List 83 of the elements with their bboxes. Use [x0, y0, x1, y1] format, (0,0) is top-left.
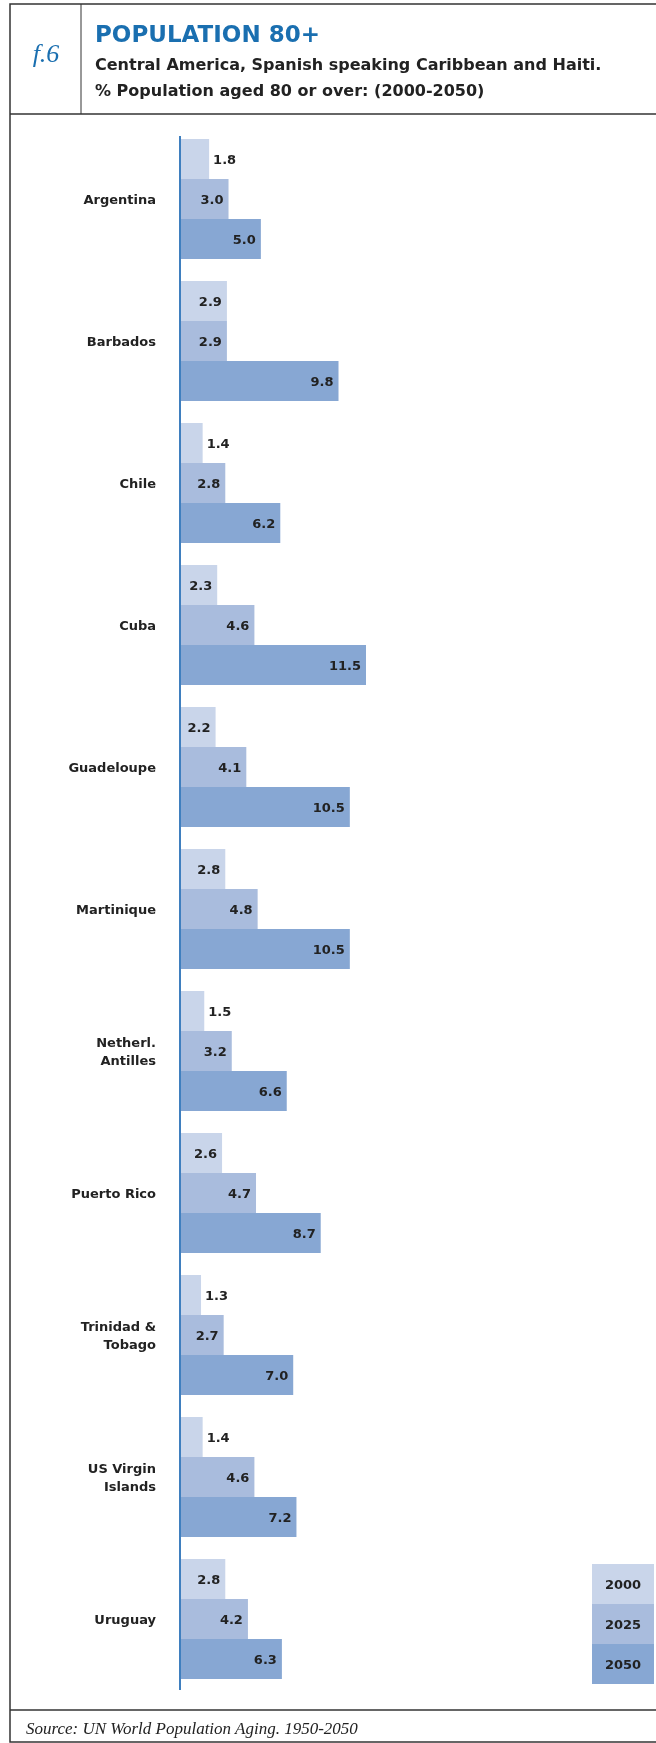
bar	[180, 707, 216, 747]
bar	[180, 1031, 232, 1071]
y-tick-label: Chile	[119, 476, 157, 491]
bar	[180, 1213, 321, 1253]
bar	[180, 787, 350, 827]
y-tick-label: Uruguay	[94, 1612, 157, 1627]
bar	[180, 1639, 282, 1679]
data-label: 1.8	[213, 152, 237, 167]
bar	[180, 1315, 224, 1355]
bar	[180, 1133, 223, 1173]
data-label: 1.4	[206, 1430, 230, 1445]
bar	[180, 503, 281, 543]
y-tick-label: Guadeloupe	[68, 760, 157, 775]
data-label: 2.7	[195, 1328, 219, 1343]
bar	[180, 1457, 255, 1497]
y-tick-label: Netherl. Antilles	[96, 1035, 157, 1068]
data-label: 10.5	[312, 942, 345, 957]
data-label: 4.7	[227, 1186, 252, 1201]
y-tick-label: US Virgin Islands	[87, 1461, 157, 1494]
bar	[180, 1275, 202, 1315]
data-label: 2.6	[194, 1146, 218, 1161]
y-tick-label: Puerto Rico	[71, 1186, 157, 1201]
bar	[180, 991, 205, 1031]
data-label: 4.6	[226, 1470, 250, 1485]
data-label: 2.9	[198, 294, 222, 309]
data-label: 4.2	[219, 1612, 243, 1627]
data-label: 2.3	[189, 578, 213, 593]
bar	[180, 1417, 203, 1457]
data-label: 4.1	[218, 760, 242, 775]
y-tick-label: Argentina	[83, 192, 156, 207]
data-label: 2.8	[197, 1572, 221, 1587]
data-label: 4.8	[229, 902, 253, 917]
y-tick-label: Trinidad & Tobago	[80, 1319, 157, 1352]
bar	[180, 281, 227, 321]
y-tick-label: Martinique	[76, 902, 157, 917]
data-label: 2.2	[187, 720, 211, 735]
bar	[180, 645, 366, 685]
data-label: 4.6	[226, 618, 250, 633]
bar	[180, 889, 258, 929]
bar	[180, 747, 247, 787]
data-label: 6.6	[258, 1084, 282, 1099]
bar	[180, 219, 261, 259]
data-label: 7.0	[265, 1368, 289, 1383]
data-label: 1.5	[208, 1004, 232, 1019]
y-tick-label: Barbados	[86, 334, 157, 349]
bar	[180, 849, 226, 889]
bar	[180, 1071, 287, 1111]
y-tick-label: Cuba	[119, 618, 156, 633]
data-label: 1.4	[206, 436, 230, 451]
text: 2050	[604, 1657, 642, 1672]
bar	[180, 423, 203, 463]
chart-subtitle: Central America, Spanish speaking Caribbean and Haiti. % Population aged 80 or over: (2000-2050)	[95, 55, 602, 100]
data-label: 2.8	[197, 476, 221, 491]
data-label: 1.3	[205, 1288, 229, 1303]
source-note: Source: UN World Population Aging. 1950-2050	[26, 1719, 359, 1738]
data-label: 2.9	[198, 334, 222, 349]
bar	[180, 1599, 248, 1639]
text: f.6	[32, 39, 60, 68]
bar	[180, 605, 255, 645]
chart-title: POPULATION 80+	[95, 21, 320, 47]
bar	[180, 463, 226, 503]
data-label: 10.5	[312, 800, 345, 815]
data-label: 6.2	[252, 516, 276, 531]
data-label: 5.0	[232, 232, 256, 247]
bar	[180, 321, 227, 361]
bar	[180, 361, 339, 401]
text: 2025	[604, 1617, 642, 1632]
bar	[180, 1559, 226, 1599]
bar	[180, 929, 350, 969]
data-label: 3.0	[200, 192, 224, 207]
bar	[180, 139, 210, 179]
data-label: 2.8	[197, 862, 221, 877]
data-label: 9.8	[310, 374, 334, 389]
data-label: 6.3	[253, 1652, 277, 1667]
data-label: 11.5	[328, 658, 361, 673]
bar	[180, 1173, 257, 1213]
bar	[180, 179, 229, 219]
data-label: 3.2	[203, 1044, 227, 1059]
bar	[180, 1355, 294, 1395]
data-label: 7.2	[268, 1510, 292, 1525]
bar	[180, 1497, 297, 1537]
data-label: 8.7	[292, 1226, 316, 1241]
text: 2000	[604, 1577, 642, 1592]
